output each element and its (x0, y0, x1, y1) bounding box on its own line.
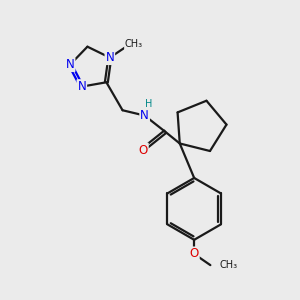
Text: N: N (77, 80, 86, 93)
Text: O: O (190, 248, 199, 260)
Text: N: N (140, 109, 149, 122)
Text: N: N (66, 58, 74, 71)
Text: H: H (146, 99, 153, 110)
Text: O: O (139, 143, 148, 157)
Text: CH₃: CH₃ (125, 39, 143, 50)
Text: N: N (106, 51, 114, 64)
Text: CH₃: CH₃ (219, 260, 237, 270)
